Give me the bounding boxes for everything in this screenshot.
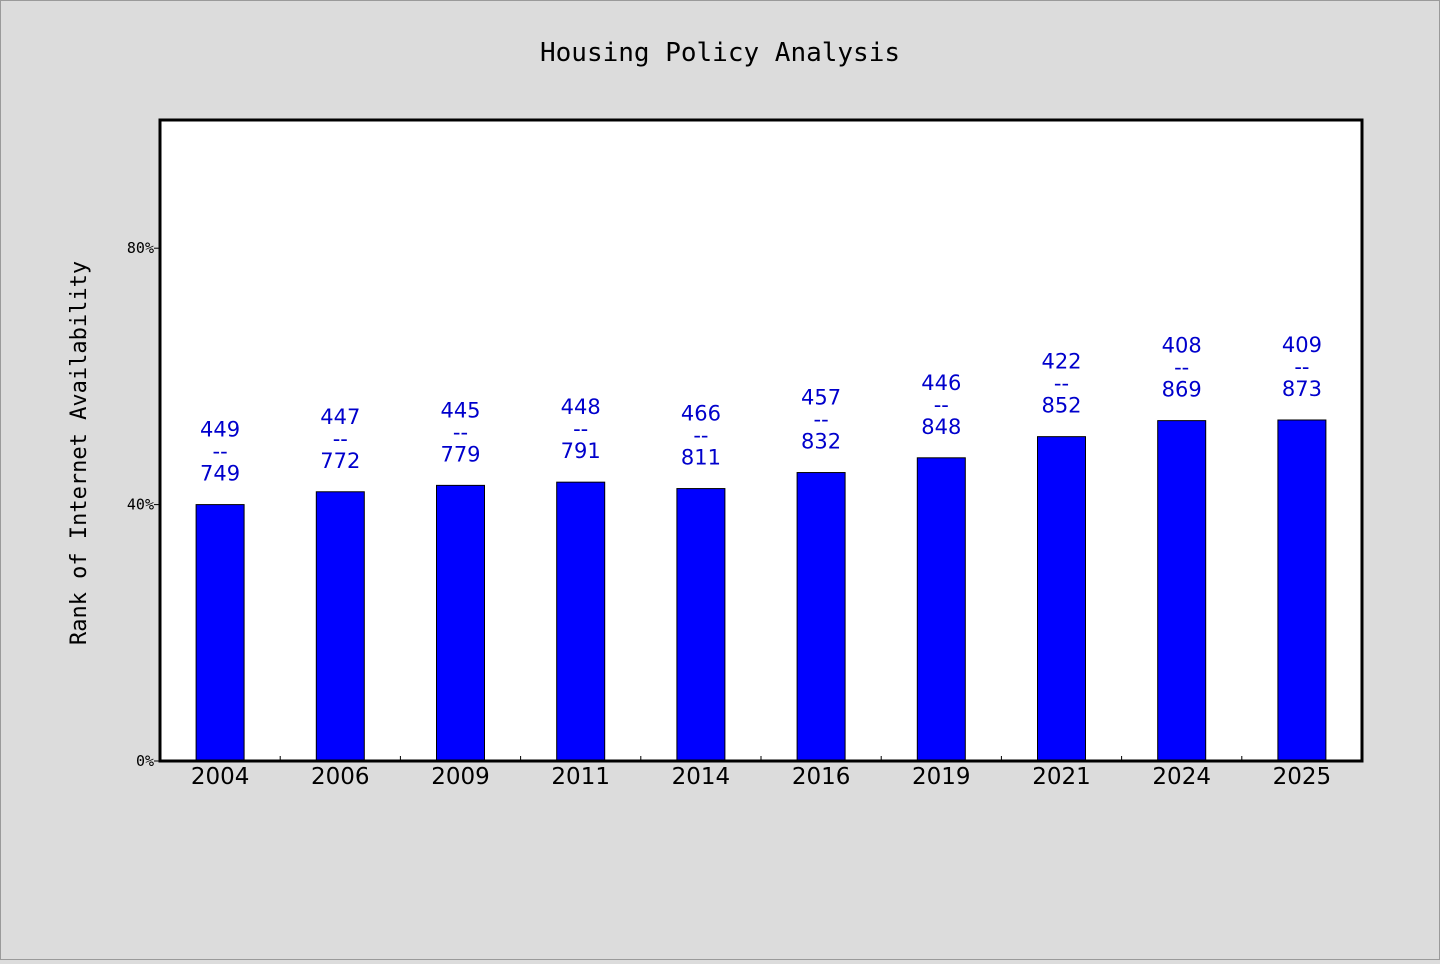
x-tick-label-2009: 2009 [431, 764, 490, 790]
data-label-2014-top: 466 [681, 402, 721, 426]
data-label-2021-top: 422 [1041, 350, 1081, 374]
x-tick-label-2016: 2016 [792, 764, 851, 790]
x-axis: 2004 2006 2009 2011 2014 2016 2019 2021 2024 2025 [191, 756, 1331, 790]
data-label-2016-bottom: 832 [801, 430, 841, 454]
data-label-2025-bottom: 873 [1282, 377, 1322, 401]
bar-2009 [436, 484, 485, 762]
data-label-2019-bottom: 848 [921, 415, 961, 439]
data-label-2019-sep: -- [934, 393, 949, 417]
data-label-2006-top: 447 [320, 405, 360, 429]
data-label-2025-sep: -- [1294, 355, 1309, 379]
bar-2025 [1277, 419, 1327, 762]
y-tick-label-80: 80% [127, 239, 154, 257]
data-label-2004-sep: -- [213, 440, 228, 464]
data-label-2011-top: 448 [561, 395, 601, 419]
y-axis: 0% 40% 80% [127, 239, 160, 770]
data-label-2024-bottom: 869 [1162, 378, 1202, 402]
x-tick-label-2011: 2011 [551, 764, 610, 790]
data-label-2009-top: 445 [440, 398, 480, 422]
data-label-2016-top: 457 [801, 386, 841, 410]
x-tick-label-2004: 2004 [191, 764, 250, 790]
data-label-2021-sep: -- [1054, 372, 1069, 396]
data-labels-group: 449--749447--772445--779448--791466--811… [200, 333, 1322, 486]
bar-2011 [556, 481, 606, 762]
bar-2016 [796, 472, 846, 762]
data-label-2004-top: 449 [200, 418, 240, 442]
data-label-2019-top: 446 [921, 371, 961, 395]
x-tick-label-2014: 2014 [672, 764, 731, 790]
bar-2004 [195, 504, 245, 762]
x-tick-label-2021: 2021 [1032, 764, 1091, 790]
y-tick-label-40: 40% [127, 496, 154, 514]
x-tick-label-2019: 2019 [912, 764, 971, 790]
bar-2006 [315, 491, 365, 762]
data-label-2014-sep: -- [693, 424, 708, 448]
bars-group [195, 419, 1327, 762]
x-tick-label-2025: 2025 [1273, 764, 1332, 790]
data-label-2006-bottom: 772 [320, 449, 360, 473]
x-tick-label-2006: 2006 [311, 764, 370, 790]
x-tick-label-2024: 2024 [1152, 764, 1211, 790]
data-label-2011-sep: -- [573, 417, 588, 441]
data-label-2021-bottom: 852 [1041, 394, 1081, 418]
data-label-2006-sep: -- [333, 427, 348, 451]
bar-2024 [1157, 420, 1207, 762]
y-tick-label-0: 0% [136, 752, 154, 770]
bar-2014 [676, 488, 726, 762]
chart-title: Housing Policy Analysis [540, 38, 900, 68]
data-label-2024-top: 408 [1162, 334, 1202, 358]
data-label-2004-bottom: 749 [200, 462, 240, 486]
data-label-2025-top: 409 [1282, 333, 1322, 357]
data-label-2014-bottom: 811 [681, 446, 721, 470]
plot-frame [158, 118, 1364, 763]
bar-2019 [916, 457, 966, 762]
data-label-2009-sep: -- [453, 420, 468, 444]
data-label-2011-bottom: 791 [561, 439, 601, 463]
y-axis-label: Rank of Internet Availability [67, 261, 92, 645]
data-label-2024-sep: -- [1174, 356, 1189, 380]
data-label-2016-sep: -- [814, 408, 829, 432]
bar-2021 [1037, 436, 1086, 762]
data-label-2009-bottom: 779 [440, 442, 480, 466]
